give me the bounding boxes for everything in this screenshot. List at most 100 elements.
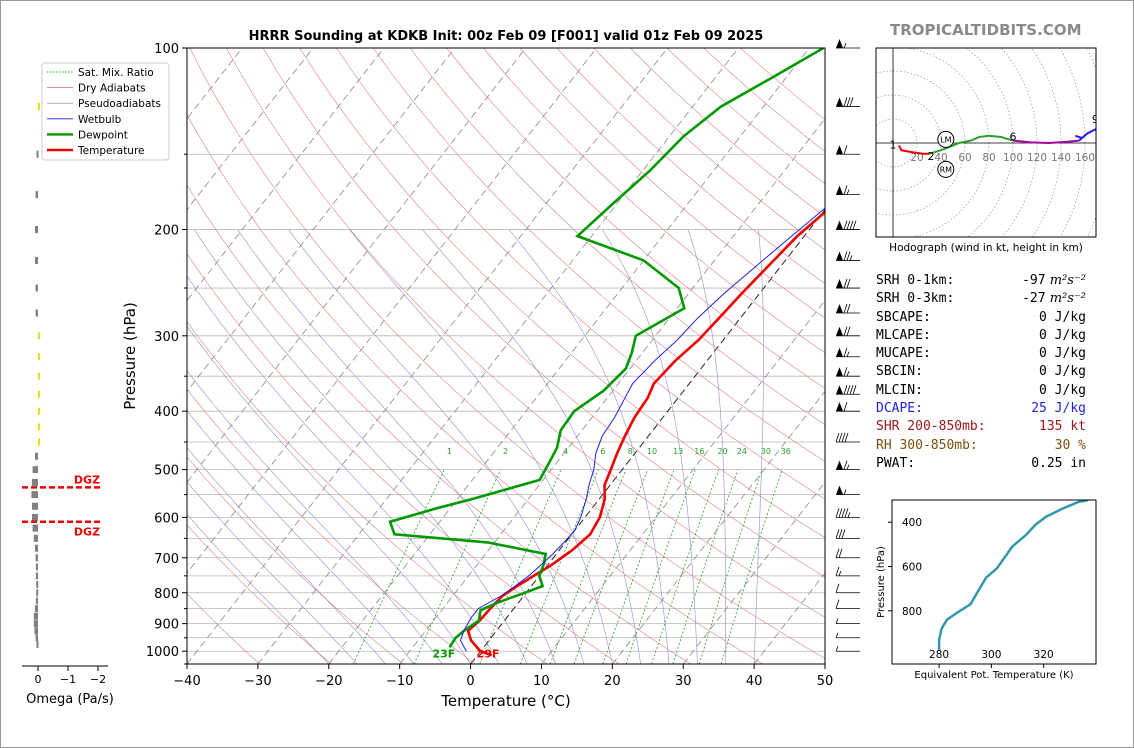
dry-adiabat	[483, 48, 825, 354]
mixing-ratio-line	[479, 469, 562, 664]
y-tick-label: 200	[154, 224, 179, 239]
barb-pennant	[836, 185, 843, 195]
omega-bar	[38, 332, 40, 340]
barb-full	[843, 278, 848, 289]
omega-bar	[36, 641, 39, 649]
wind-barb	[836, 326, 860, 337]
stat-value: 0.25 in	[1031, 455, 1086, 473]
dry-adiabat	[187, 321, 548, 664]
stat-value: 0 J/kg	[1039, 382, 1086, 400]
isotherm	[541, 299, 825, 664]
wind-barb	[836, 367, 860, 377]
barb-full	[841, 432, 846, 443]
barb-pennant	[836, 347, 843, 357]
hodograph-area: 2040608010012014016012369LMRM	[876, 48, 1096, 237]
barb-pennant	[836, 460, 843, 470]
mixing-ratio-label: 4	[563, 447, 568, 456]
omega-bar	[32, 466, 38, 474]
hodograph-segment	[1075, 134, 1083, 140]
mixing-ratio-line	[520, 469, 599, 664]
pseudoadiabat	[187, 410, 415, 664]
dry-adiabat	[446, 48, 825, 389]
pseudoadiabat	[187, 370, 443, 664]
theta-e-frame	[891, 499, 1097, 665]
skewt-plot-area	[187, 48, 825, 664]
barb-full	[843, 402, 848, 412]
omega-bar	[35, 634, 38, 642]
dry-adiabat	[226, 48, 825, 618]
y-tick-label: 800	[154, 587, 179, 602]
barb-full	[846, 220, 851, 230]
barb-half	[843, 42, 847, 49]
barb-full	[843, 460, 848, 470]
omega-bar	[32, 478, 38, 486]
wind-barb	[835, 508, 860, 518]
storm-motion-label: LM	[940, 135, 951, 144]
omega-bar	[35, 452, 38, 460]
theta-e-y-label: Pressure (hPa)	[876, 546, 887, 618]
hodograph-height-label: 6	[1010, 131, 1017, 144]
barb-half	[835, 646, 839, 652]
mixing-ratio-line	[625, 469, 696, 664]
barb-pennant	[836, 39, 843, 48]
x-tick-label: −40	[173, 674, 200, 689]
omega-bar	[32, 502, 38, 510]
barb-half	[846, 464, 850, 470]
dry-adiabat	[187, 114, 763, 664]
barb-full	[835, 529, 840, 539]
stat-number: 25 J/kg	[1031, 401, 1086, 417]
hodograph: 2040608010012014016012369LMRMHodograph (…	[875, 47, 1097, 254]
stat-number: 0 J/kg	[1039, 309, 1086, 325]
pseudoadiabat	[288, 229, 585, 664]
mixing-ratio-label: 13	[673, 447, 683, 456]
hodograph-height-label: 1	[890, 138, 897, 151]
isotherm	[257, 48, 739, 664]
stat-label: MUCAPE:	[876, 346, 931, 362]
isotherm	[187, 48, 456, 393]
stat-label: MLCAPE:	[876, 327, 931, 343]
barb-half	[846, 189, 850, 195]
mixing-ratio-line	[352, 469, 445, 664]
omega-bar	[35, 284, 38, 292]
wind-barb	[836, 185, 860, 196]
omega-bar	[32, 513, 38, 521]
barb-half	[846, 371, 850, 377]
omega-bar	[35, 191, 38, 199]
theta-e-panel: 280 300 320 400 600 800 Equivalent Pot. Temper…	[876, 499, 1097, 681]
omega-bar	[38, 372, 40, 380]
barb-pennant	[836, 326, 843, 336]
mixing-ratio-line	[651, 469, 720, 664]
wind-barb	[836, 347, 860, 358]
barb-pennant	[836, 385, 843, 395]
wind-barb	[836, 251, 860, 261]
omega-bar	[38, 102, 40, 110]
skewt-frame	[186, 47, 826, 665]
theta-e-x-tick-label: 320	[1034, 649, 1054, 661]
barb-half	[843, 489, 847, 495]
hodograph-segment	[898, 144, 929, 155]
barb-full	[849, 220, 854, 230]
barb-full	[835, 583, 840, 593]
omega-bar	[38, 353, 40, 361]
isotherm	[187, 48, 597, 574]
omega-bar	[34, 627, 38, 635]
wind-barb	[836, 402, 860, 412]
dry-adiabat	[187, 184, 691, 664]
mixing-ratio-label: 20	[717, 447, 727, 456]
mixing-ratio-label: 36	[781, 447, 791, 456]
barb-full	[843, 303, 848, 314]
stat-number: -27	[1022, 291, 1046, 307]
dry-adiabat	[187, 524, 332, 664]
omega-bar	[35, 256, 38, 264]
wind-barbs	[835, 39, 860, 652]
omega-tick-label: 0	[35, 673, 42, 686]
barb-full	[843, 385, 848, 395]
dgz-label-bottom: DGZ	[74, 526, 100, 539]
storm-motion-label: RM	[940, 165, 953, 174]
mixing-ratio-label: 10	[647, 447, 657, 456]
theta-e-x-label: Equivalent Pot. Temperature (K)	[914, 670, 1073, 681]
hodograph-ring-label: 60	[958, 152, 971, 164]
barb-half	[835, 618, 839, 624]
pseudoadiabat	[422, 229, 641, 664]
theta-e-x-tick-label: 300	[981, 649, 1001, 661]
